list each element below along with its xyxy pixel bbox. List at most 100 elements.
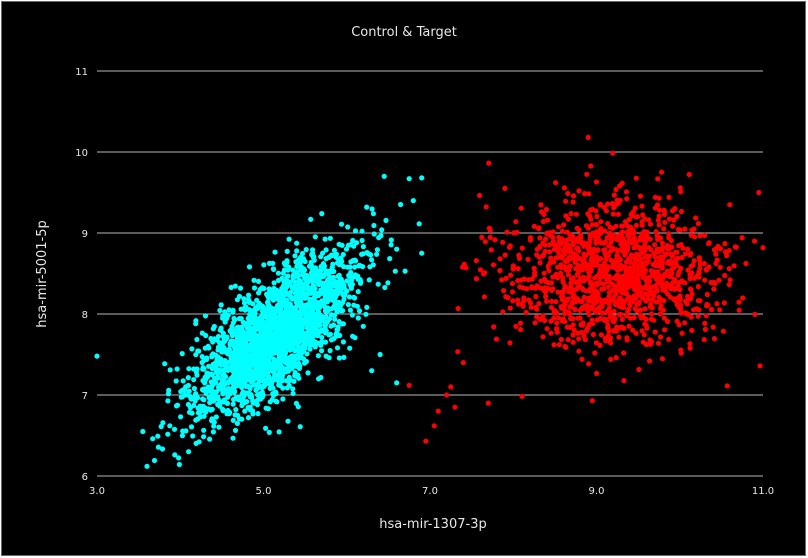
data-point	[626, 216, 633, 223]
data-point	[448, 384, 454, 390]
data-point	[419, 175, 425, 181]
data-point	[328, 337, 335, 343]
data-point	[319, 298, 325, 304]
data-point	[247, 386, 253, 392]
data-point	[201, 434, 207, 440]
data-point	[658, 334, 664, 340]
data-point	[277, 325, 283, 331]
data-point	[251, 285, 258, 291]
data-point	[341, 264, 347, 270]
data-point	[558, 336, 564, 343]
data-point	[714, 257, 720, 263]
data-point	[353, 258, 359, 264]
data-point	[332, 278, 338, 285]
data-point	[292, 279, 298, 285]
data-point	[269, 380, 275, 386]
y-tick-label: 9	[82, 229, 88, 240]
data-point	[166, 387, 172, 393]
data-point	[655, 217, 661, 223]
data-point	[276, 429, 282, 435]
data-point	[579, 240, 585, 246]
data-point	[618, 230, 625, 236]
data-point	[563, 240, 569, 246]
data-point	[320, 261, 326, 267]
data-point	[230, 342, 236, 348]
data-point	[302, 258, 308, 265]
data-point	[678, 208, 685, 215]
data-point	[348, 259, 354, 265]
data-point	[375, 281, 381, 287]
data-point	[343, 246, 350, 252]
data-point	[283, 369, 289, 375]
data-point	[613, 247, 619, 253]
data-point	[576, 336, 582, 342]
data-point	[507, 305, 513, 311]
data-point	[659, 283, 665, 289]
data-point	[310, 286, 316, 292]
data-point	[378, 233, 384, 239]
data-point	[569, 255, 575, 262]
data-point	[554, 242, 560, 249]
data-point	[520, 303, 526, 309]
data-point	[576, 348, 582, 354]
data-point	[752, 311, 758, 317]
data-point	[623, 249, 630, 255]
data-point	[616, 334, 622, 340]
data-point	[519, 393, 525, 399]
data-point	[525, 277, 531, 283]
data-point	[188, 396, 194, 402]
data-point	[617, 311, 623, 318]
data-point	[333, 331, 339, 337]
data-point	[688, 232, 695, 238]
data-point	[647, 358, 653, 364]
data-point	[490, 262, 497, 268]
data-point	[203, 391, 209, 397]
data-point	[340, 321, 346, 327]
data-point	[606, 243, 612, 249]
data-point	[308, 270, 315, 276]
data-point	[500, 239, 506, 245]
data-point	[291, 333, 297, 339]
data-point	[314, 333, 321, 339]
data-point	[186, 388, 192, 394]
data-point	[345, 302, 351, 308]
data-point	[230, 435, 236, 441]
data-point	[402, 268, 408, 274]
data-point	[155, 444, 161, 450]
data-point	[216, 340, 223, 346]
data-point	[682, 320, 688, 326]
data-point	[540, 313, 546, 319]
data-point	[661, 208, 668, 215]
data-point	[509, 289, 516, 295]
data-point	[675, 283, 681, 289]
y-tick-label: 8	[82, 310, 88, 321]
data-point	[508, 272, 514, 278]
data-point	[574, 253, 580, 259]
data-point	[493, 336, 500, 342]
data-point	[349, 312, 355, 318]
data-point	[286, 236, 292, 242]
data-point	[642, 239, 649, 245]
data-point	[288, 289, 294, 295]
data-point	[717, 264, 723, 270]
data-point	[532, 320, 538, 326]
data-point	[711, 247, 718, 253]
data-point	[452, 404, 458, 410]
data-point	[321, 303, 327, 309]
data-point	[262, 352, 268, 358]
data-point	[585, 324, 591, 330]
data-point	[245, 320, 251, 326]
data-point	[527, 235, 534, 241]
data-point	[185, 375, 191, 381]
data-point	[243, 368, 249, 374]
data-point	[171, 426, 178, 432]
data-point	[241, 375, 247, 382]
data-point	[367, 264, 373, 270]
data-point	[695, 313, 701, 319]
data-point	[607, 314, 614, 320]
data-point	[689, 270, 695, 276]
data-point	[711, 286, 717, 292]
data-point	[290, 267, 296, 273]
data-point	[534, 252, 540, 258]
data-point	[503, 275, 509, 281]
